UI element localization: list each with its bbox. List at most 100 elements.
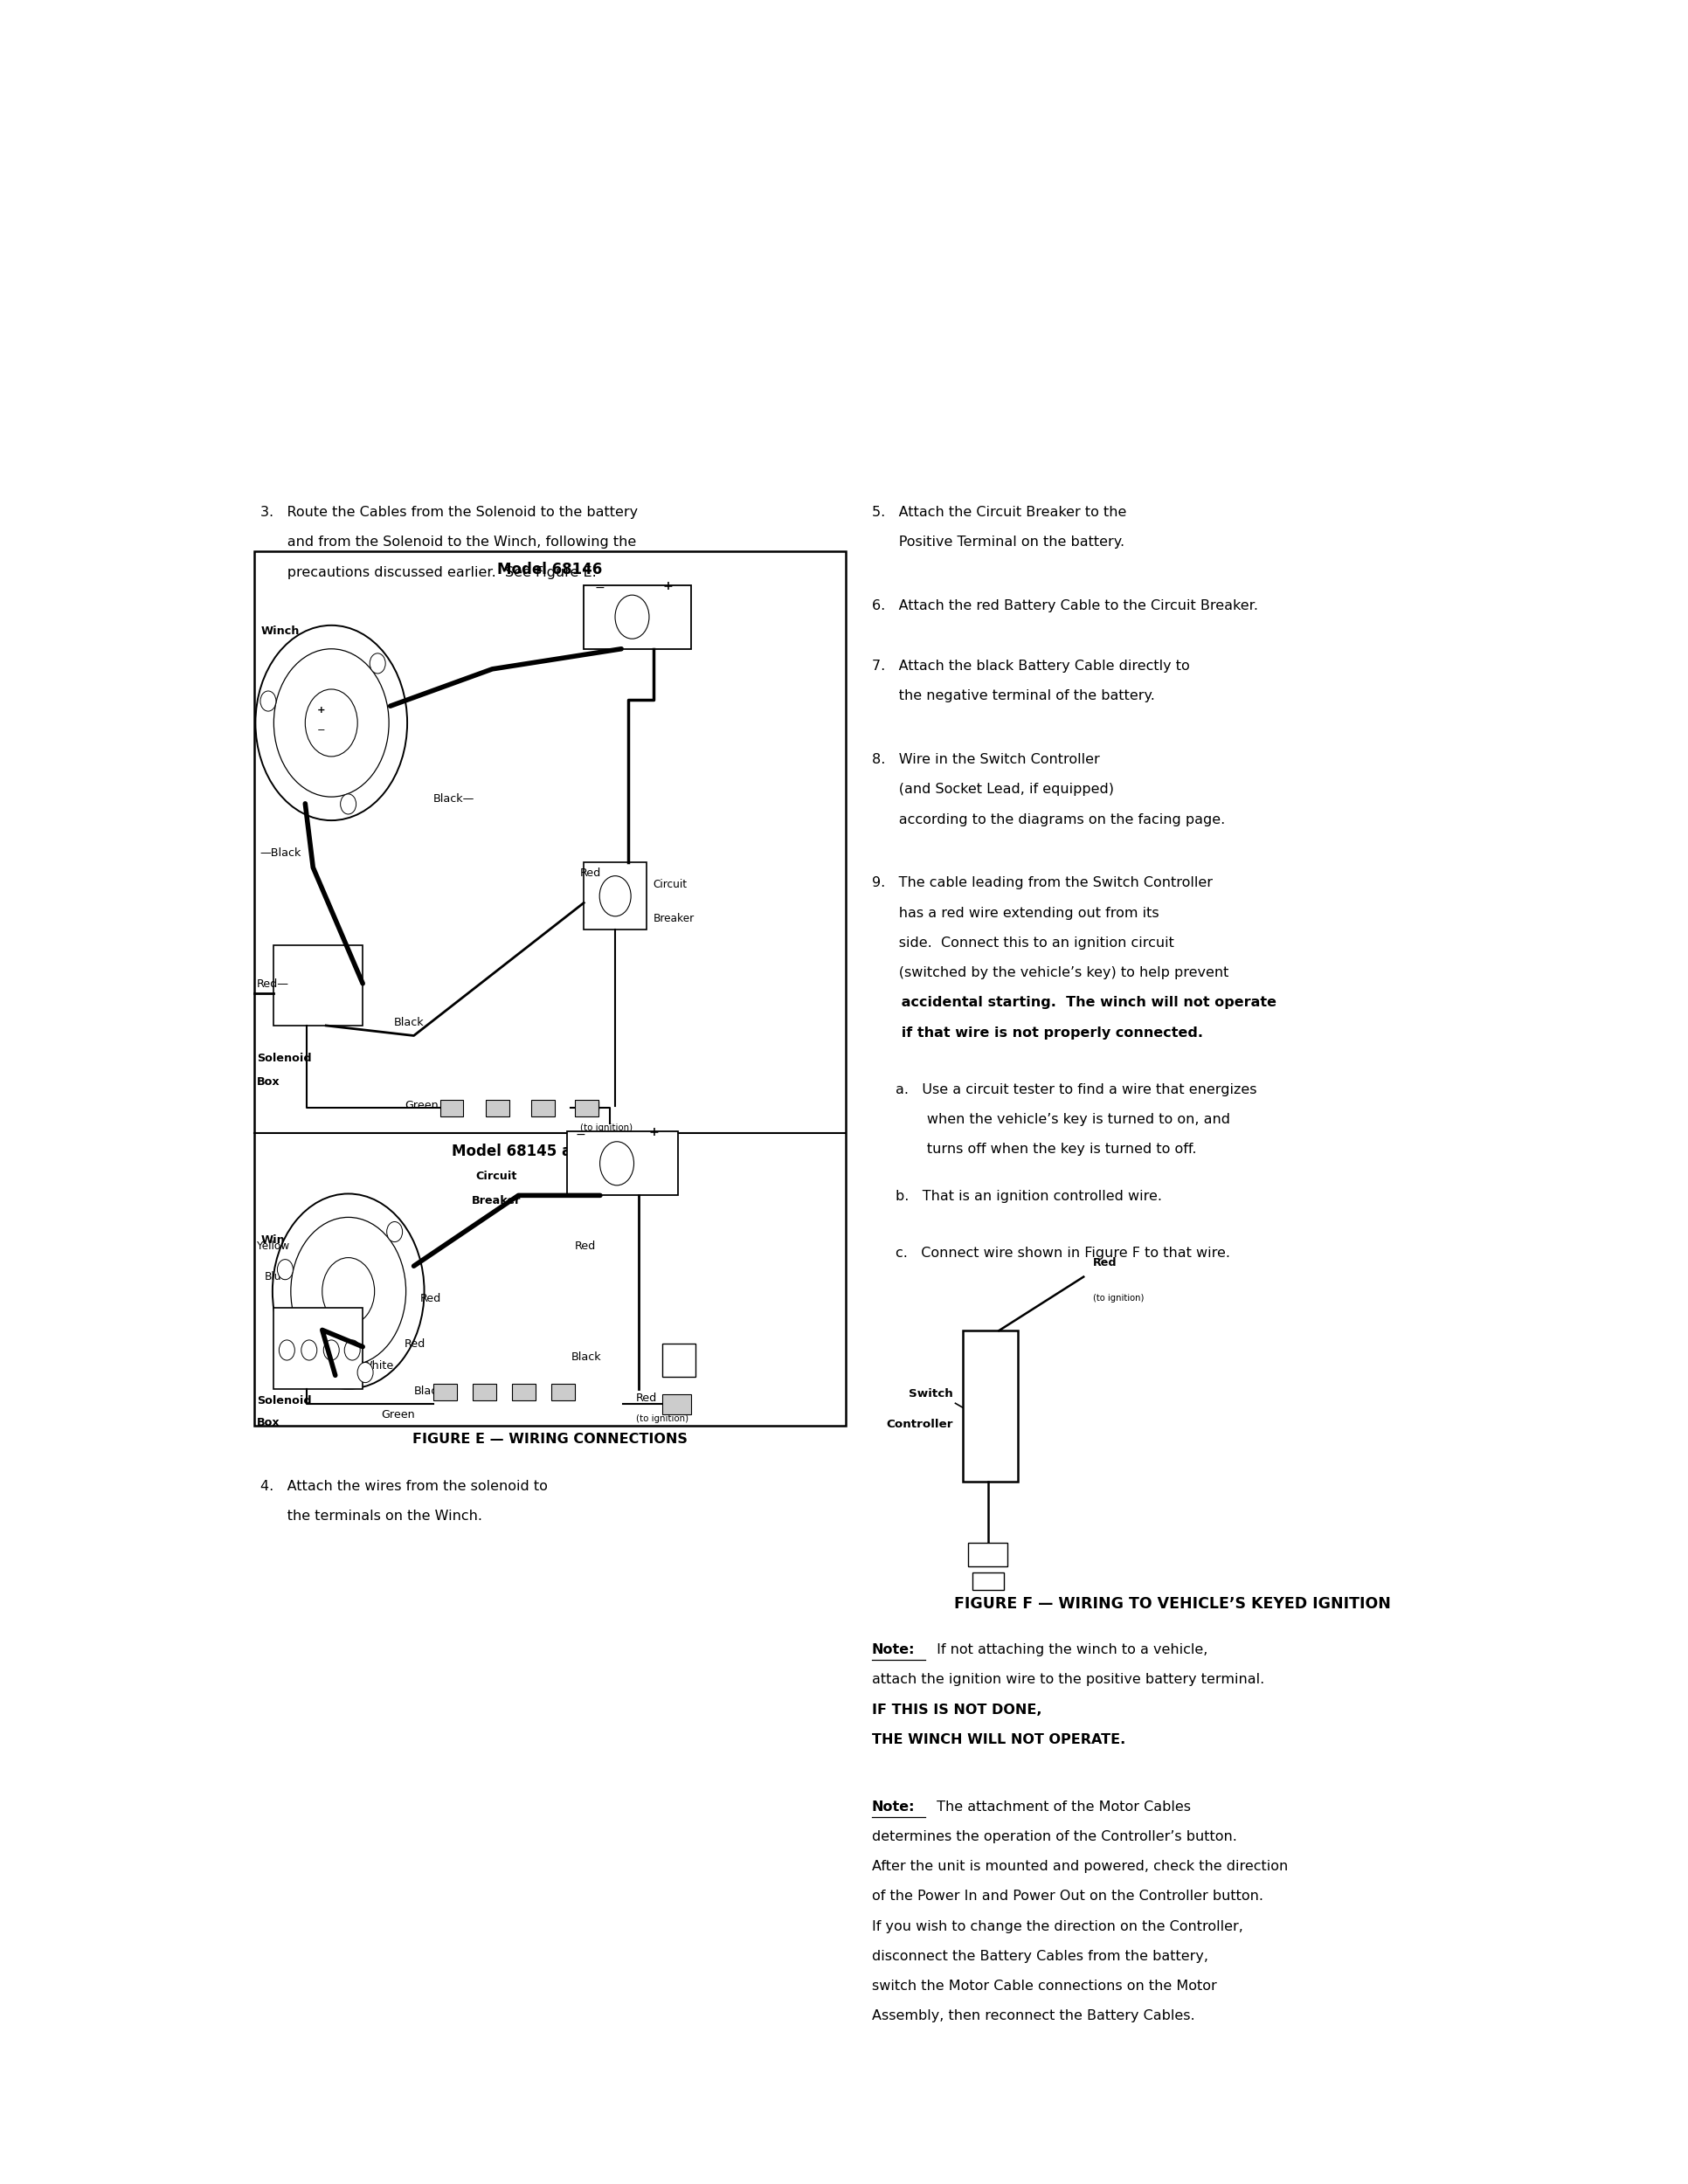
Text: the terminals on the Winch.: the terminals on the Winch. bbox=[260, 1509, 483, 1522]
Text: White: White bbox=[361, 1361, 393, 1372]
Bar bbox=[511, 1385, 535, 1400]
Text: 7.   Attach the black Battery Cable directly to: 7. Attach the black Battery Cable direct… bbox=[871, 660, 1190, 673]
Circle shape bbox=[599, 1142, 635, 1186]
Text: 5.   Attach the Circuit Breaker to the: 5. Attach the Circuit Breaker to the bbox=[871, 507, 1126, 520]
Text: Red: Red bbox=[636, 1391, 657, 1404]
Text: turns off when the key is turned to off.: turns off when the key is turned to off. bbox=[895, 1142, 1197, 1155]
Text: Box: Box bbox=[257, 1417, 280, 1428]
Circle shape bbox=[341, 795, 356, 815]
Text: FIGURE E — WIRING CONNECTIONS: FIGURE E — WIRING CONNECTIONS bbox=[412, 1433, 687, 1446]
Text: 6.   Attach the red Battery Cable to the Circuit Breaker.: 6. Attach the red Battery Cable to the C… bbox=[871, 598, 1258, 612]
Text: 3.   Route the Cables from the Solenoid to the battery: 3. Route the Cables from the Solenoid to… bbox=[260, 507, 638, 520]
Text: After the unit is mounted and powered, check the direction: After the unit is mounted and powered, c… bbox=[871, 1861, 1288, 1874]
Bar bbox=[441, 1099, 464, 1116]
Text: Assembly, then reconnect the Battery Cables.: Assembly, then reconnect the Battery Cab… bbox=[871, 2009, 1195, 2022]
Text: Yellow: Yellow bbox=[257, 1241, 289, 1251]
Circle shape bbox=[358, 1363, 373, 1382]
Text: precautions discussed earlier.  See Figure E.: precautions discussed earlier. See Figur… bbox=[260, 566, 598, 579]
Text: Circuit: Circuit bbox=[653, 880, 687, 891]
Circle shape bbox=[260, 690, 277, 712]
Text: according to the diagrams on the facing page.: according to the diagrams on the facing … bbox=[871, 812, 1225, 826]
Bar bbox=[662, 1343, 695, 1378]
Text: Note:: Note: bbox=[871, 1800, 915, 1813]
Text: (to ignition): (to ignition) bbox=[1092, 1293, 1144, 1302]
Text: Red: Red bbox=[581, 1101, 601, 1112]
Text: —Black: —Black bbox=[260, 847, 300, 858]
Circle shape bbox=[273, 649, 388, 797]
Text: (and Socket Lead, if equipped): (and Socket Lead, if equipped) bbox=[871, 784, 1114, 797]
Text: (to ignition): (to ignition) bbox=[636, 1413, 689, 1422]
Text: (to ignition): (to ignition) bbox=[581, 1123, 633, 1131]
Text: FIGURE F — WIRING TO VEHICLE’S KEYED IGNITION: FIGURE F — WIRING TO VEHICLE’S KEYED IGN… bbox=[954, 1597, 1391, 1612]
Text: Black: Black bbox=[395, 1018, 424, 1029]
Text: The attachment of the Motor Cables: The attachment of the Motor Cables bbox=[932, 1800, 1190, 1813]
Text: Red—: Red— bbox=[257, 978, 289, 989]
Text: THE WINCH WILL NOT OPERATE.: THE WINCH WILL NOT OPERATE. bbox=[871, 1734, 1126, 1747]
Circle shape bbox=[290, 1216, 405, 1365]
Text: Model 68145 and 68144: Model 68145 and 68144 bbox=[452, 1142, 648, 1160]
Text: when the vehicle’s key is turned to on, and: when the vehicle’s key is turned to on, … bbox=[895, 1114, 1231, 1127]
Text: the negative terminal of the battery.: the negative terminal of the battery. bbox=[871, 690, 1155, 703]
Bar bbox=[972, 1572, 1004, 1590]
Text: IF THIS IS NOT DONE,: IF THIS IS NOT DONE, bbox=[871, 1704, 1041, 1717]
Text: switch the Motor Cable connections on the Motor: switch the Motor Cable connections on th… bbox=[871, 1979, 1217, 1992]
Circle shape bbox=[306, 690, 358, 756]
Text: −: − bbox=[594, 581, 604, 594]
Circle shape bbox=[255, 625, 407, 821]
Text: Breaker: Breaker bbox=[653, 913, 694, 924]
Text: If not attaching the winch to a vehicle,: If not attaching the winch to a vehicle, bbox=[932, 1642, 1207, 1655]
Bar bbox=[574, 1099, 598, 1116]
Circle shape bbox=[599, 876, 631, 917]
Text: +: + bbox=[317, 705, 326, 714]
Bar bbox=[584, 863, 647, 930]
Text: Green: Green bbox=[405, 1099, 439, 1112]
Bar bbox=[964, 1330, 1018, 1483]
Text: Box: Box bbox=[257, 1077, 280, 1088]
Circle shape bbox=[300, 1341, 317, 1361]
Text: −: − bbox=[576, 1129, 586, 1140]
Circle shape bbox=[322, 1258, 375, 1326]
Text: +: + bbox=[648, 1127, 658, 1138]
Text: has a red wire extending out from its: has a red wire extending out from its bbox=[871, 906, 1158, 919]
Bar bbox=[255, 550, 846, 1426]
Text: Red: Red bbox=[1092, 1258, 1117, 1269]
Bar bbox=[662, 1393, 690, 1413]
Text: Black: Black bbox=[414, 1385, 444, 1398]
Bar bbox=[567, 1131, 679, 1195]
Text: Solenoid: Solenoid bbox=[257, 1396, 312, 1406]
Circle shape bbox=[344, 1341, 360, 1361]
Text: and from the Solenoid to the Winch, following the: and from the Solenoid to the Winch, foll… bbox=[260, 535, 636, 548]
Bar bbox=[434, 1385, 457, 1400]
Text: Blue·: Blue· bbox=[265, 1271, 292, 1282]
Bar bbox=[473, 1385, 496, 1400]
Circle shape bbox=[272, 1195, 424, 1389]
Bar bbox=[969, 1542, 1008, 1566]
Text: Circuit: Circuit bbox=[476, 1171, 517, 1182]
Text: 4.   Attach the wires from the solenoid to: 4. Attach the wires from the solenoid to bbox=[260, 1479, 549, 1492]
Circle shape bbox=[370, 653, 385, 673]
Text: +: + bbox=[662, 581, 674, 592]
Text: Model 68146: Model 68146 bbox=[498, 561, 603, 577]
Text: if that wire is not properly connected.: if that wire is not properly connected. bbox=[871, 1026, 1204, 1040]
Text: a.   Use a circuit tester to find a wire that energizes: a. Use a circuit tester to find a wire t… bbox=[895, 1083, 1256, 1096]
Text: Green: Green bbox=[381, 1409, 415, 1420]
Text: Black—: Black— bbox=[434, 793, 474, 806]
Text: −: − bbox=[317, 727, 326, 736]
Text: Note:: Note: bbox=[871, 1642, 915, 1655]
Circle shape bbox=[614, 594, 650, 638]
Text: b.   That is an ignition controlled wire.: b. That is an ignition controlled wire. bbox=[895, 1190, 1161, 1203]
Text: Controller: Controller bbox=[886, 1417, 952, 1431]
Text: c.   Connect wire shown in Figure F to that wire.: c. Connect wire shown in Figure F to tha… bbox=[895, 1247, 1231, 1260]
Text: Black: Black bbox=[571, 1352, 601, 1363]
Text: Red: Red bbox=[420, 1293, 442, 1304]
Text: Red: Red bbox=[581, 867, 601, 878]
Text: Breaker: Breaker bbox=[471, 1195, 522, 1208]
Text: Winch: Winch bbox=[260, 625, 299, 638]
Text: accidental starting.  The winch will not operate: accidental starting. The winch will not … bbox=[871, 996, 1276, 1009]
Bar bbox=[486, 1099, 510, 1116]
Text: Solenoid: Solenoid bbox=[257, 1053, 312, 1064]
Text: Positive Terminal on the battery.: Positive Terminal on the battery. bbox=[871, 535, 1124, 548]
Text: If you wish to change the direction on the Controller,: If you wish to change the direction on t… bbox=[871, 1920, 1242, 1933]
Text: disconnect the Battery Cables from the battery,: disconnect the Battery Cables from the b… bbox=[871, 1950, 1209, 1963]
Text: Winch: Winch bbox=[260, 1234, 299, 1245]
